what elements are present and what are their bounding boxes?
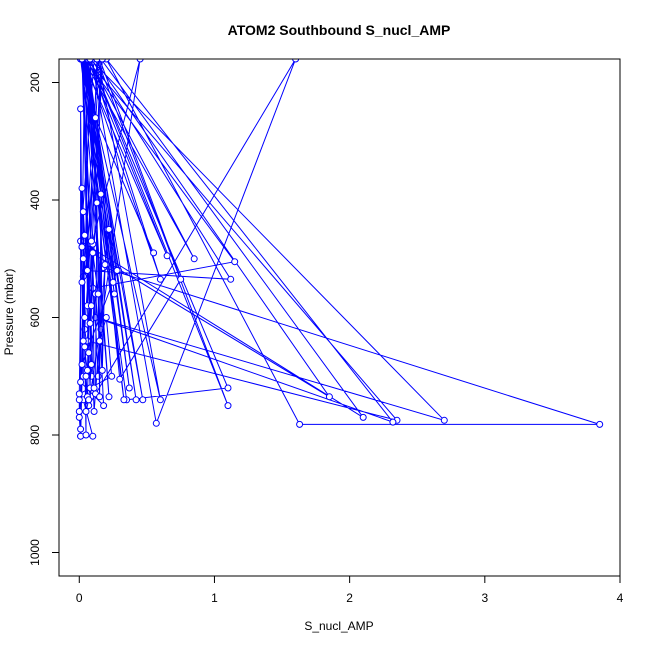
data-point — [77, 378, 85, 386]
data-point — [359, 413, 367, 421]
y-tick-label: 200 — [28, 72, 42, 92]
data-point — [150, 249, 158, 257]
data-point — [109, 278, 117, 286]
data-point — [98, 59, 106, 63]
data-point — [224, 402, 232, 410]
data-point — [77, 105, 85, 113]
data-point — [98, 366, 106, 374]
data-point — [190, 255, 198, 263]
data-point — [78, 278, 86, 286]
data-point — [92, 114, 99, 122]
data-point — [86, 319, 94, 327]
plot-frame — [58, 58, 621, 577]
data-point — [113, 267, 121, 274]
data-point — [227, 275, 235, 283]
data-point — [75, 408, 83, 415]
x-tick-label: 0 — [76, 591, 83, 605]
data-point — [81, 343, 89, 351]
data-point — [78, 361, 86, 368]
data-point — [108, 372, 116, 380]
x-tick-label: 4 — [617, 591, 624, 605]
data-point — [292, 59, 300, 63]
data-point — [83, 366, 91, 374]
data-point — [85, 396, 93, 404]
data-point — [77, 425, 85, 433]
x-tick-label: 2 — [346, 591, 353, 605]
x-tick-label: 1 — [211, 591, 218, 605]
data-point — [89, 249, 97, 257]
data-point — [136, 59, 144, 63]
data-point — [296, 420, 304, 428]
data-point — [82, 372, 90, 380]
data-point — [152, 419, 160, 427]
series-layer — [75, 59, 604, 440]
y-tick-label: 400 — [28, 190, 42, 210]
data-point — [177, 275, 185, 283]
data-point — [116, 375, 124, 383]
y-tick-label: 1000 — [28, 539, 42, 566]
data-point — [75, 390, 83, 398]
data-point — [93, 59, 101, 63]
data-point — [97, 190, 105, 198]
data-point — [440, 416, 448, 424]
data-point — [389, 418, 397, 426]
data-point — [87, 302, 95, 310]
data-point — [89, 432, 97, 440]
data-point — [75, 413, 83, 421]
data-point — [87, 361, 95, 368]
data-point — [90, 384, 98, 392]
data-point — [90, 408, 98, 415]
data-point — [224, 384, 232, 392]
data-point — [139, 396, 147, 404]
series-line — [78, 108, 118, 437]
data-point — [156, 275, 164, 283]
x-axis-label: S_nucl_AMP — [304, 619, 373, 633]
data-point — [87, 237, 95, 245]
data-point — [82, 408, 90, 415]
data-point — [78, 243, 86, 251]
data-point — [81, 314, 89, 321]
data-point — [132, 396, 140, 404]
data-point — [96, 393, 104, 401]
data-point — [110, 290, 118, 298]
data-point — [105, 225, 113, 233]
data-point — [96, 337, 104, 345]
data-point — [325, 393, 333, 401]
data-point — [101, 261, 109, 269]
data-point — [120, 396, 128, 404]
data-point — [163, 252, 171, 260]
y-axis-label: Pressure (mbar) — [2, 269, 16, 356]
data-point — [596, 420, 604, 428]
y-tick-label: 800 — [28, 425, 42, 445]
data-point — [125, 384, 133, 392]
data-point — [75, 396, 83, 404]
data-point — [81, 231, 89, 239]
data-point — [79, 255, 87, 263]
data-point — [86, 59, 94, 63]
data-point — [82, 431, 90, 439]
data-point — [93, 199, 101, 207]
data-point — [156, 396, 164, 404]
data-point — [78, 184, 86, 192]
y-tick-label: 600 — [28, 307, 42, 327]
data-point — [105, 393, 113, 401]
data-point — [78, 59, 86, 63]
data-point — [100, 402, 108, 410]
data-point — [79, 208, 87, 216]
data-point — [231, 258, 239, 266]
data-point — [83, 267, 91, 274]
data-point — [94, 290, 102, 298]
data-point — [79, 337, 87, 345]
data-point — [102, 314, 110, 321]
x-tick-label: 3 — [481, 591, 488, 605]
data-point — [85, 349, 93, 357]
chart-title: ATOM2 Southbound S_nucl_AMP — [228, 22, 451, 38]
